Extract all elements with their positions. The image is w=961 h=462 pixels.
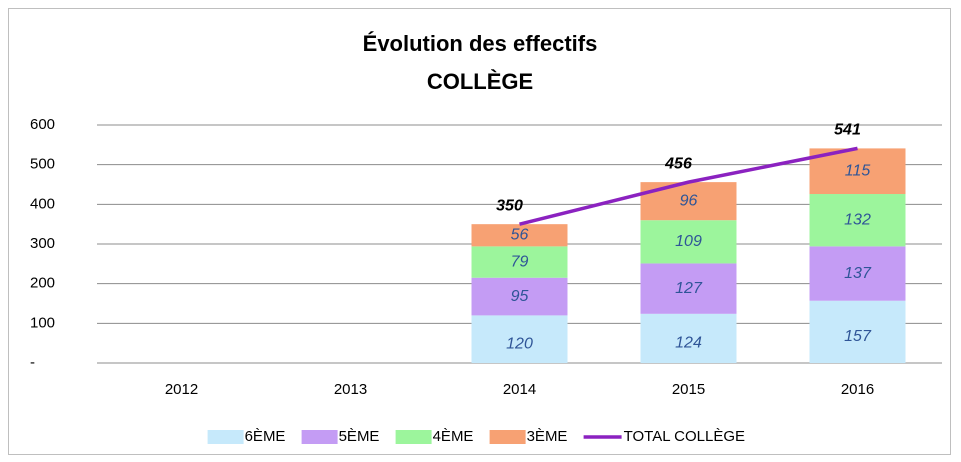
data-label: 132	[844, 211, 871, 228]
bar-segment	[471, 277, 568, 316]
bar-segment	[471, 315, 568, 363]
x-tick-label: 2013	[334, 381, 367, 398]
legend-label: TOTAL COLLÈGE	[624, 428, 745, 445]
legend-label: 3ÈME	[527, 428, 568, 445]
legend-label: 6ÈME	[245, 428, 286, 445]
chart-subtitle: COLLÈGE	[427, 69, 533, 94]
data-label: 115	[845, 162, 871, 179]
data-label: 127	[675, 280, 703, 297]
bar-segment	[809, 300, 906, 363]
x-tick-label: 2016	[841, 381, 874, 398]
total-label: 456	[664, 155, 692, 172]
y-tick-label: 300	[30, 235, 55, 252]
bar-segment	[809, 246, 906, 301]
bar-segment	[471, 246, 568, 278]
data-label: 79	[511, 253, 529, 270]
x-tick-label: 2015	[672, 381, 705, 398]
data-label: 124	[675, 335, 702, 352]
data-label: 120	[506, 335, 533, 352]
legend-swatch	[301, 430, 338, 444]
data-label: 96	[680, 192, 698, 209]
y-tick-label: -	[30, 354, 35, 371]
total-label: 541	[834, 122, 861, 139]
bar-segment	[809, 194, 906, 247]
y-tick-label: 400	[30, 195, 55, 212]
total-label: 350	[496, 197, 523, 214]
legend-swatch	[207, 430, 244, 444]
total-line	[519, 146, 858, 226]
bar-segment	[471, 224, 568, 247]
y-tick-label: 200	[30, 275, 55, 292]
bar-segment	[640, 313, 737, 363]
data-label: 95	[511, 288, 529, 305]
data-label: 56	[511, 226, 529, 243]
bar-segment	[640, 220, 737, 264]
legend-label: 5ÈME	[339, 428, 380, 445]
x-tick-label: 2014	[503, 381, 536, 398]
data-label: 137	[844, 265, 872, 282]
data-label: 109	[675, 233, 702, 250]
y-tick-label: 100	[30, 314, 55, 331]
legend-swatch	[489, 430, 526, 444]
chart-title: Évolution des effectifs	[363, 31, 598, 56]
data-label: 157	[844, 328, 872, 345]
legend-swatch	[395, 430, 432, 444]
x-tick-label: 2012	[165, 381, 198, 398]
bar-segment	[640, 263, 737, 314]
y-tick-label: 600	[30, 116, 55, 133]
y-tick-label: 500	[30, 156, 55, 173]
legend-label: 4ÈME	[433, 428, 474, 445]
